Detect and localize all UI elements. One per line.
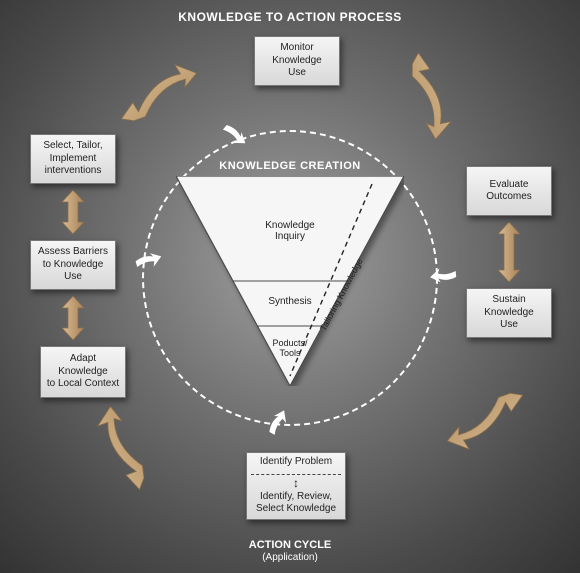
- box-select: Select, Tailor,Implementinterventions: [30, 134, 116, 184]
- action-cycle-sub: (Application): [262, 552, 318, 563]
- straight-arrow-0: [60, 190, 86, 234]
- straight-arrow-1: [60, 296, 86, 340]
- box-assess: Assess Barriersto KnowledgeUse: [30, 240, 116, 290]
- box-evaluate: EvaluateOutcomes: [466, 166, 552, 216]
- box-sustain: SustainKnowledgeUse: [466, 288, 552, 338]
- straight-arrow-2: [496, 222, 522, 282]
- white-arrow-1: [429, 265, 458, 285]
- curved-arrow-1: [380, 45, 474, 148]
- funnel-tier2: Synthesis: [176, 296, 404, 307]
- knowledge-funnel: Tailoring Knowledge KnowledgeInquiry Syn…: [176, 176, 404, 386]
- box-identify: Identify Problem↕Identify, Review,Select…: [246, 452, 346, 520]
- title-bottom: ACTION CYCLE (Application): [0, 539, 580, 563]
- funnel-tier1: KnowledgeInquiry: [176, 220, 404, 242]
- curved-arrow-2: [434, 371, 537, 465]
- funnel-tier3: Poducts/Tools: [176, 338, 404, 358]
- curved-arrow-3: [83, 402, 166, 495]
- box-monitor: MonitorKnowledgeUse: [254, 36, 340, 86]
- action-cycle-label: ACTION CYCLE: [249, 539, 332, 551]
- curved-arrow-0: [108, 49, 211, 143]
- box-adapt: AdaptKnowledgeto Local Context: [40, 346, 126, 398]
- title-top: KNOWLEDGE TO ACTION PROCESS: [0, 10, 580, 24]
